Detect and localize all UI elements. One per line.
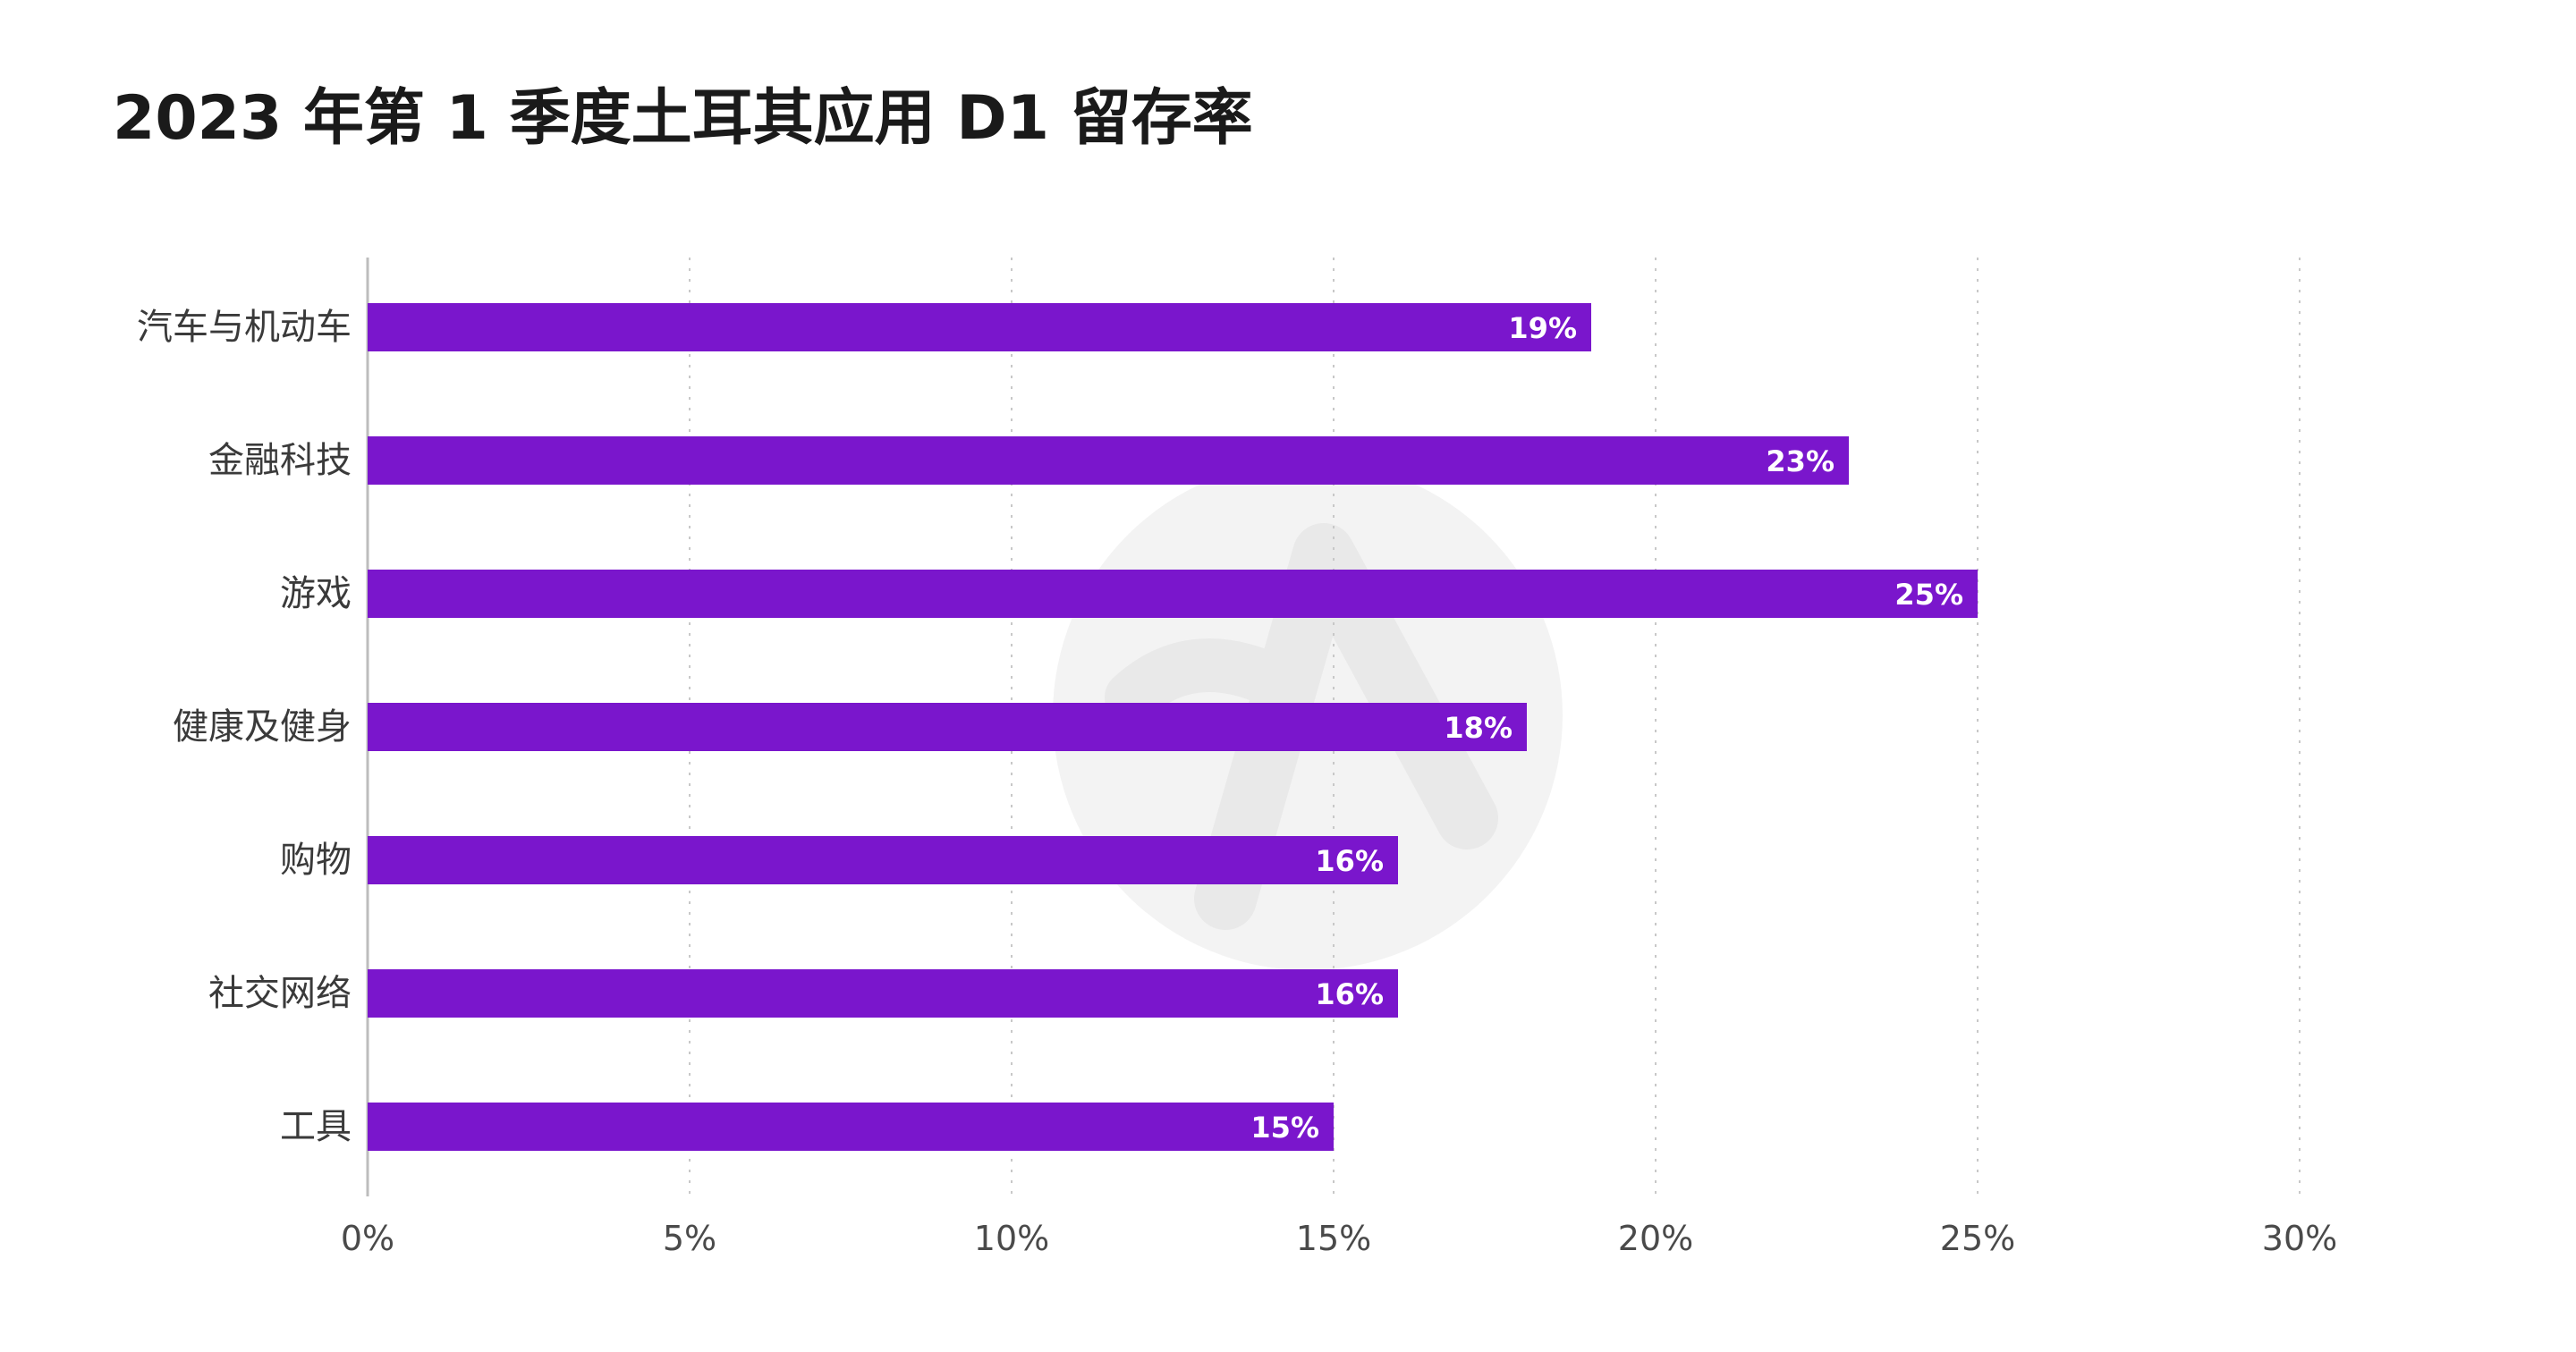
- bar: [368, 969, 1398, 1018]
- chart-title: 2023 年第 1 季度土耳其应用 D1 留存率: [113, 83, 1253, 154]
- category-label: 购物: [280, 840, 352, 881]
- x-tick-label: 30%: [2262, 1219, 2337, 1258]
- x-tick-label: 10%: [974, 1219, 1049, 1258]
- bar: [368, 836, 1398, 884]
- bar: [368, 436, 1849, 485]
- category-label: 汽车与机动车: [137, 307, 352, 348]
- bar: [368, 303, 1591, 351]
- x-tick-label: 5%: [663, 1219, 716, 1258]
- bar-value-label: 19%: [1508, 311, 1577, 345]
- bar: [368, 703, 1527, 751]
- x-tick-label: 0%: [341, 1219, 394, 1258]
- category-label: 金融科技: [208, 440, 352, 481]
- bar-value-label: 15%: [1250, 1111, 1319, 1145]
- category-label: 游戏: [280, 573, 352, 614]
- bar-value-label: 16%: [1315, 977, 1384, 1011]
- bar: [368, 1103, 1334, 1151]
- x-axis-tick-labels: 0% 5% 10% 15% 20% 25% 30%: [341, 1219, 2337, 1258]
- category-label: 健康及健身: [173, 706, 352, 748]
- x-tick-label: 20%: [1618, 1219, 1693, 1258]
- bar-value-label: 18%: [1444, 711, 1513, 745]
- bar-value-label: 16%: [1315, 844, 1384, 878]
- bar-value-label: 25%: [1894, 578, 1963, 612]
- category-label: 社交网络: [208, 973, 352, 1014]
- bars: 19% 23% 25% 18% 16% 16% 15%: [368, 303, 1978, 1151]
- bar-value-label: 23%: [1766, 444, 1835, 478]
- bar: [368, 570, 1978, 618]
- x-tick-label: 15%: [1296, 1219, 1371, 1258]
- category-label: 工具: [280, 1106, 352, 1147]
- x-tick-label: 25%: [1940, 1219, 2015, 1258]
